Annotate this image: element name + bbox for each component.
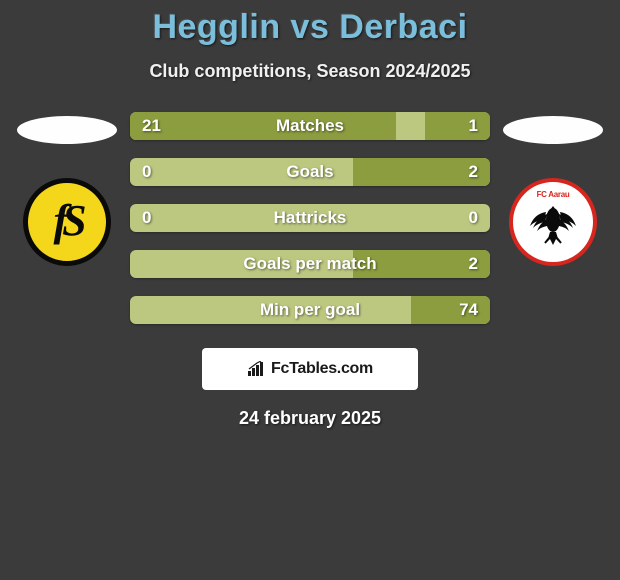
stat-label: Goals bbox=[286, 162, 333, 182]
stat-right-value: 74 bbox=[459, 300, 478, 320]
stat-row-goals: 0 Goals 2 bbox=[130, 158, 490, 186]
stat-label: Min per goal bbox=[260, 300, 360, 320]
right-player-column: FC Aarau bbox=[498, 108, 608, 266]
stat-row-goalspermatch: Goals per match 2 bbox=[130, 250, 490, 278]
stat-left-value: 0 bbox=[142, 208, 151, 228]
eagle-icon bbox=[525, 198, 581, 246]
stat-row-hattricks: 0 Hattricks 0 bbox=[130, 204, 490, 232]
player-avatar-left bbox=[17, 116, 117, 144]
player-avatar-right bbox=[503, 116, 603, 144]
stat-fill-left bbox=[130, 112, 396, 140]
stat-right-value: 2 bbox=[469, 254, 478, 274]
stat-right-value: 0 bbox=[469, 208, 478, 228]
comparison-title: Hegglin vs Derbaci bbox=[0, 8, 620, 47]
stat-right-value: 2 bbox=[469, 162, 478, 182]
club-crest-left: fS bbox=[23, 178, 111, 266]
stat-left-value: 21 bbox=[142, 116, 161, 136]
brand-text: FcTables.com bbox=[271, 360, 373, 378]
date-line: 24 february 2025 bbox=[0, 408, 620, 429]
stat-fill-right bbox=[411, 296, 490, 324]
crest-right-banner: FC Aarau bbox=[537, 190, 570, 199]
stat-label: Hattricks bbox=[274, 208, 347, 228]
left-player-column: fS bbox=[12, 108, 122, 266]
brand-link[interactable]: FcTables.com bbox=[202, 348, 418, 390]
stat-fill-right bbox=[425, 112, 490, 140]
club-crest-right: FC Aarau bbox=[509, 178, 597, 266]
stat-row-minpergoal: Min per goal 74 bbox=[130, 296, 490, 324]
comparison-subtitle: Club competitions, Season 2024/2025 bbox=[0, 61, 620, 82]
comparison-main: fS 21 Matches 1 0 Goals 2 0 H bbox=[0, 108, 620, 324]
stats-column: 21 Matches 1 0 Goals 2 0 Hattricks 0 bbox=[130, 108, 490, 324]
stat-row-matches: 21 Matches 1 bbox=[130, 112, 490, 140]
stat-right-value: 1 bbox=[469, 116, 478, 136]
crest-left-monogram: fS bbox=[53, 195, 80, 246]
stat-label: Matches bbox=[276, 116, 344, 136]
chart-icon bbox=[247, 361, 267, 377]
stat-label: Goals per match bbox=[243, 254, 376, 274]
stat-left-value: 0 bbox=[142, 162, 151, 182]
